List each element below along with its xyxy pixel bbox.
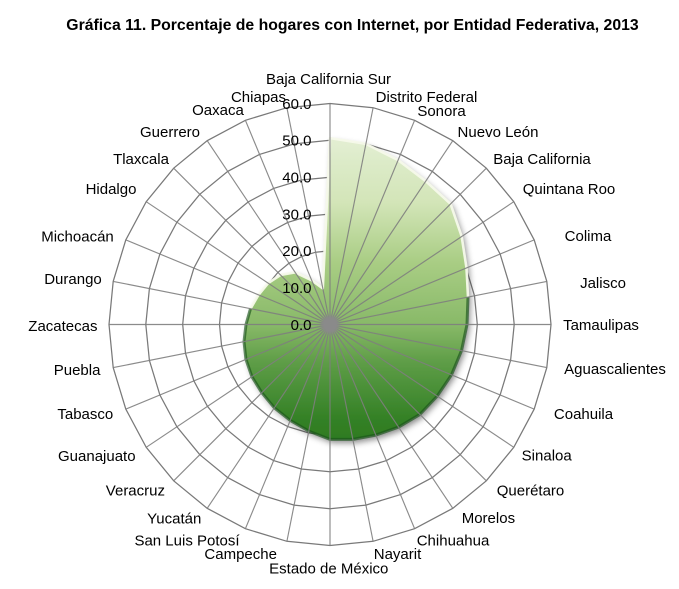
svg-text:Zacatecas: Zacatecas xyxy=(28,318,97,335)
svg-text:Querétaro: Querétaro xyxy=(497,482,565,499)
svg-text:Campeche: Campeche xyxy=(204,546,277,563)
svg-text:Nayarit: Nayarit xyxy=(374,546,422,563)
svg-text:Jalisco: Jalisco xyxy=(580,275,626,292)
svg-text:Veracruz: Veracruz xyxy=(106,482,165,499)
svg-text:60.0: 60.0 xyxy=(282,96,311,113)
svg-text:Coahuila: Coahuila xyxy=(554,406,614,423)
svg-text:Yucatán: Yucatán xyxy=(147,511,201,528)
svg-text:Nuevo León: Nuevo León xyxy=(458,124,539,141)
svg-text:Puebla: Puebla xyxy=(54,362,101,379)
svg-text:50.0: 50.0 xyxy=(282,133,311,150)
svg-text:10.0: 10.0 xyxy=(282,280,311,297)
svg-text:Guerrero: Guerrero xyxy=(140,124,200,141)
svg-text:Colima: Colima xyxy=(565,228,612,245)
svg-text:Estado de México: Estado de México xyxy=(269,560,388,577)
svg-text:Morelos: Morelos xyxy=(462,510,515,527)
svg-text:Baja California Sur: Baja California Sur xyxy=(266,71,391,88)
svg-text:Guanajuato: Guanajuato xyxy=(58,448,136,465)
svg-text:Tabasco: Tabasco xyxy=(57,406,113,423)
svg-text:Quintana Roo: Quintana Roo xyxy=(523,181,616,198)
svg-text:Michoacán: Michoacán xyxy=(41,229,114,246)
svg-text:Sinaloa: Sinaloa xyxy=(522,447,573,464)
svg-text:0.0: 0.0 xyxy=(291,317,312,334)
svg-text:Aguascalientes: Aguascalientes xyxy=(564,361,666,378)
svg-text:30.0: 30.0 xyxy=(282,206,311,223)
svg-text:San Luis Potosí: San Luis Potosí xyxy=(134,533,240,550)
svg-text:Chiapas: Chiapas xyxy=(231,89,286,106)
svg-text:Sonora: Sonora xyxy=(417,103,466,120)
svg-text:Durango: Durango xyxy=(44,271,102,288)
svg-text:Tlaxcala: Tlaxcala xyxy=(113,151,170,168)
svg-text:Chihuahua: Chihuahua xyxy=(417,532,490,549)
svg-text:Distrito Federal: Distrito Federal xyxy=(376,89,478,106)
svg-text:40.0: 40.0 xyxy=(282,170,311,187)
svg-text:20.0: 20.0 xyxy=(282,243,311,260)
svg-text:Oaxaca: Oaxaca xyxy=(192,102,244,119)
svg-text:Hidalgo: Hidalgo xyxy=(86,181,137,198)
svg-text:Baja California: Baja California xyxy=(493,151,591,168)
svg-text:Tamaulipas: Tamaulipas xyxy=(563,317,639,334)
